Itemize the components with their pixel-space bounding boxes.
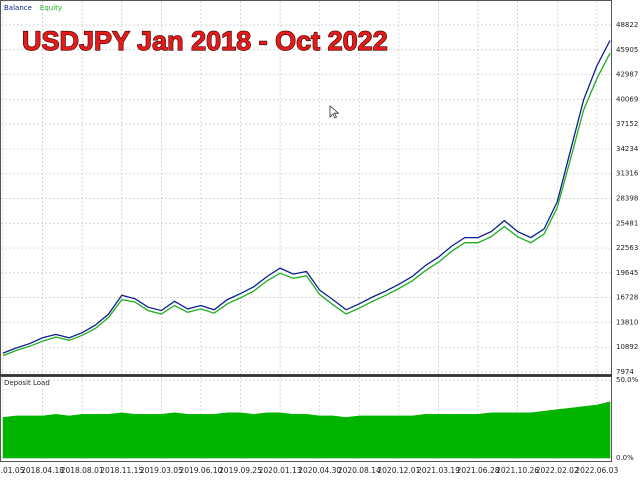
x-tick-label: 2020.08.14 <box>338 466 381 475</box>
y-tick-label: 0.0% <box>616 454 634 462</box>
legend-entry: Equity <box>40 4 62 12</box>
x-tick-label: 2018.04.18 <box>21 466 64 475</box>
panel-title: Deposit Load <box>4 379 50 387</box>
y-tick-label: 10892 <box>616 343 638 351</box>
main-panel <box>0 0 612 375</box>
x-tick-label: 2021.03.19 <box>417 466 460 475</box>
y-tick-label: 25481 <box>616 219 638 227</box>
marks <box>2 40 611 459</box>
series-line <box>2 52 611 357</box>
x-tick-label: 2019.09.25 <box>219 466 262 475</box>
y-tick-label: 48822 <box>616 21 638 29</box>
y-tick-label: 31316 <box>616 170 639 178</box>
cursor <box>329 105 340 119</box>
y-tick-label: 19645 <box>616 269 638 277</box>
y-tick-label: 34234 <box>616 145 639 153</box>
x-tick-label: 2019.06.10 <box>179 466 222 475</box>
y-tick-label: 16728 <box>616 294 638 302</box>
y-tick-label: 22563 <box>616 244 638 252</box>
x-tick-label: 2021.10.26 <box>496 466 539 475</box>
x-tick-label: 2022.06.03 <box>575 466 618 475</box>
x-tick-label: 2018.01.05 <box>0 466 25 475</box>
x-tick-label: 2020.12.01 <box>377 466 420 475</box>
x-tick-label: 2020.04.30 <box>298 466 341 475</box>
x-tick-label: 2019.03.05 <box>140 466 183 475</box>
legend-entry: Balance <box>4 4 32 12</box>
x-tick-label: 2021.06.28 <box>457 466 500 475</box>
y-tick-label: 45905 <box>616 46 638 54</box>
load-area <box>2 401 611 459</box>
y-tick-label: 42987 <box>616 71 638 79</box>
y-tick-label: 13810 <box>616 318 638 326</box>
y-tick-label: 28398 <box>616 195 638 203</box>
y-tick-label: 37152 <box>616 120 638 128</box>
x-tick-label: 2022.02.02 <box>536 466 579 475</box>
y-tick-label: 7974 <box>616 368 634 376</box>
y-tick-label: 40069 <box>616 95 638 103</box>
series-line <box>2 40 611 354</box>
chart-title: USDJPY Jan 2018 - Oct 2022 <box>22 26 388 56</box>
y-tick-label: 50.0% <box>616 376 639 384</box>
x-tick-label: 2018.11.15 <box>100 466 143 475</box>
x-tick-label: 2018.08.01 <box>61 466 104 475</box>
x-tick-label: 2020.01.13 <box>259 466 302 475</box>
